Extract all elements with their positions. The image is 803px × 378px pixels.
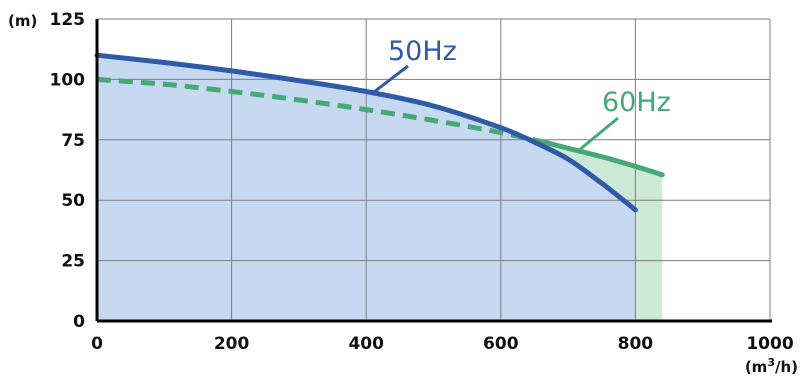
axes — [95, 19, 772, 323]
x-tick-label: 0 — [91, 334, 103, 354]
grid-lines — [97, 18, 771, 321]
tick-labels: 0 200 400 600 800 1000 0 25 50 75 100 125 — [50, 10, 794, 354]
y-tick-label: 125 — [50, 10, 86, 30]
x-tick-label: 1000 — [746, 334, 793, 354]
y-tick-label: 50 — [61, 191, 85, 211]
x-tick-label: 400 — [348, 334, 384, 354]
series-line-50hz — [94, 52, 638, 213]
x-tick-label: 800 — [618, 334, 654, 354]
y-tick-label: 100 — [50, 70, 86, 90]
x-unit-label: (m3/h) — [745, 356, 798, 376]
y-tick-label: 75 — [61, 131, 85, 151]
y-tick-label: 25 — [61, 252, 85, 272]
x-tick-label: 600 — [483, 334, 519, 354]
series-line-60hz — [542, 139, 665, 178]
series-label-50hz: 50Hz — [388, 36, 457, 67]
y-tick-label: 0 — [73, 312, 85, 332]
series-line-60hz-dashed — [96, 76, 546, 145]
y-unit-label: (m) — [8, 12, 37, 30]
series-label-60hz: 60Hz — [602, 87, 671, 118]
x-tick-label: 200 — [214, 334, 250, 354]
series-leader-50hz — [373, 64, 409, 94]
series-lines — [94, 52, 665, 213]
series-leader-60hz — [577, 116, 619, 153]
